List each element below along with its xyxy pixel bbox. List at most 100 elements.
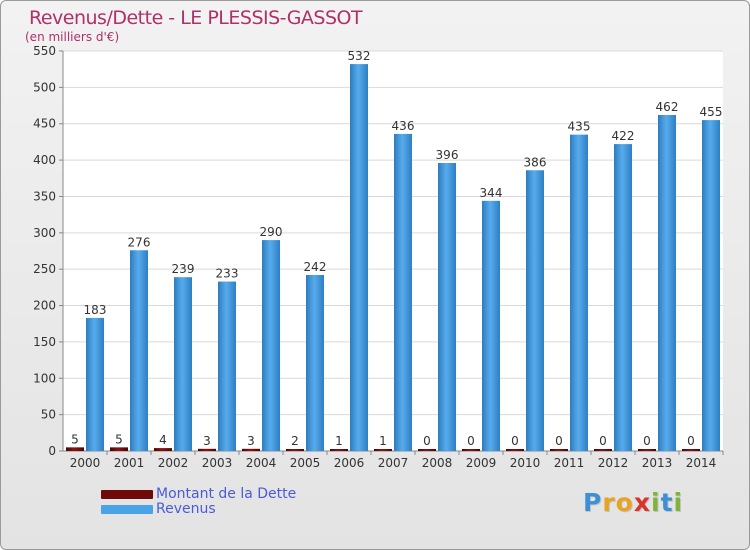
bar-revenus-2012 bbox=[614, 144, 632, 451]
bar-revenus-2005 bbox=[306, 275, 324, 451]
logo-letter: x bbox=[633, 488, 651, 517]
value-label-revenus-2003: 233 bbox=[216, 267, 239, 281]
x-tick-label: 2002 bbox=[158, 456, 189, 470]
value-label-dette-2012: 0 bbox=[599, 434, 607, 448]
x-tick-label: 2007 bbox=[378, 456, 409, 470]
bar-dette-2004 bbox=[242, 448, 260, 451]
x-tick-label: 2000 bbox=[70, 456, 101, 470]
x-tick-label: 2009 bbox=[466, 456, 497, 470]
value-label-revenus-2014: 455 bbox=[700, 105, 723, 119]
plot-area bbox=[63, 51, 723, 451]
value-label-dette-2014: 0 bbox=[687, 434, 695, 448]
x-tick-label: 2008 bbox=[422, 456, 453, 470]
bar-revenus-2008 bbox=[438, 163, 456, 451]
bar-revenus-2013 bbox=[658, 115, 676, 451]
logo-letter: i bbox=[673, 488, 684, 517]
value-label-revenus-2012: 422 bbox=[612, 129, 635, 143]
value-label-dette-2006: 1 bbox=[335, 434, 343, 448]
value-label-revenus-2000: 183 bbox=[84, 303, 107, 317]
bar-dette-2000 bbox=[66, 447, 84, 451]
bar-dette-2003 bbox=[198, 448, 216, 451]
value-label-revenus-2008: 396 bbox=[436, 148, 459, 162]
bar-revenus-2010 bbox=[526, 170, 544, 452]
logo-letter: o bbox=[615, 488, 634, 517]
y-tick-label: 150 bbox=[33, 335, 56, 349]
y-tick-label: 250 bbox=[33, 262, 56, 276]
y-tick-label: 400 bbox=[33, 153, 56, 167]
legend-swatch-revenus bbox=[101, 505, 153, 514]
bar-revenus-2001 bbox=[130, 250, 148, 451]
y-tick-label: 350 bbox=[33, 189, 56, 203]
value-label-revenus-2005: 242 bbox=[304, 260, 327, 274]
x-tick-label: 2006 bbox=[334, 456, 365, 470]
y-tick-label: 100 bbox=[33, 371, 56, 385]
logo-letter: r bbox=[602, 488, 616, 517]
value-label-revenus-2002: 239 bbox=[172, 262, 195, 276]
bar-dette-2006 bbox=[330, 449, 348, 451]
bar-revenus-2003 bbox=[218, 281, 236, 451]
value-label-dette-2002: 4 bbox=[159, 433, 167, 447]
y-tick-label: 300 bbox=[33, 226, 56, 240]
legend-label-revenus: Revenus bbox=[156, 501, 216, 517]
logo-letter: i bbox=[651, 488, 661, 517]
bar-dette-2005 bbox=[286, 449, 304, 451]
bar-dette-2010 bbox=[506, 449, 524, 451]
bar-dette-2011 bbox=[550, 449, 568, 451]
chart-subtitle: (en milliers d'€) bbox=[25, 30, 120, 44]
y-tick-label: 500 bbox=[33, 80, 56, 94]
x-tick-label: 2001 bbox=[114, 456, 145, 470]
value-label-dette-2010: 0 bbox=[511, 434, 519, 448]
value-label-revenus-2009: 344 bbox=[480, 186, 503, 200]
bar-revenus-2014 bbox=[702, 120, 720, 451]
bar-revenus-2011 bbox=[570, 134, 588, 452]
legend-swatch-dette bbox=[101, 490, 153, 499]
chart-title: Revenus/Dette - LE PLESSIS-GASSOT bbox=[29, 7, 363, 29]
y-tick-label: 200 bbox=[33, 299, 56, 313]
y-tick-label: 550 bbox=[33, 44, 56, 58]
value-label-dette-2011: 0 bbox=[555, 434, 563, 448]
value-label-revenus-2011: 435 bbox=[568, 120, 591, 134]
value-label-dette-2008: 0 bbox=[423, 434, 431, 448]
value-label-dette-2007: 1 bbox=[379, 434, 387, 448]
bar-dette-2002 bbox=[154, 448, 172, 451]
bar-revenus-2004 bbox=[262, 240, 280, 451]
x-tick-label: 2011 bbox=[554, 456, 585, 470]
value-label-dette-2013: 0 bbox=[643, 434, 651, 448]
x-tick-label: 2014 bbox=[686, 456, 717, 470]
bar-dette-2012 bbox=[594, 449, 612, 451]
logo-letter: t bbox=[660, 488, 674, 517]
value-label-revenus-2001: 276 bbox=[128, 235, 151, 249]
bar-dette-2008 bbox=[418, 449, 436, 451]
x-tick-label: 2003 bbox=[202, 456, 233, 470]
bar-dette-2013 bbox=[638, 449, 656, 451]
x-tick-label: 2004 bbox=[246, 456, 277, 470]
value-label-dette-2005: 2 bbox=[291, 434, 299, 448]
value-label-revenus-2013: 462 bbox=[656, 100, 679, 114]
x-tick-label: 2010 bbox=[510, 456, 541, 470]
bar-dette-2009 bbox=[462, 449, 480, 451]
bar-dette-2007 bbox=[374, 449, 392, 451]
value-label-revenus-2007: 436 bbox=[392, 119, 415, 133]
bar-revenus-2006 bbox=[350, 64, 368, 451]
value-label-revenus-2004: 290 bbox=[260, 225, 283, 239]
y-tick-label: 50 bbox=[41, 408, 56, 422]
bar-dette-2001 bbox=[110, 447, 128, 451]
x-tick-label: 2012 bbox=[598, 456, 629, 470]
proxiti-logo: Proxiti bbox=[583, 488, 683, 517]
x-tick-label: 2005 bbox=[290, 456, 321, 470]
logo-letter: P bbox=[583, 488, 603, 517]
value-label-dette-2004: 3 bbox=[247, 434, 255, 448]
value-label-dette-2003: 3 bbox=[203, 434, 211, 448]
value-label-dette-2000: 5 bbox=[71, 432, 79, 446]
y-tick-label: 450 bbox=[33, 117, 56, 131]
value-label-revenus-2010: 386 bbox=[524, 155, 547, 169]
value-label-dette-2001: 5 bbox=[115, 432, 123, 446]
value-label-dette-2009: 0 bbox=[467, 434, 475, 448]
bar-revenus-2007 bbox=[394, 133, 412, 451]
value-label-revenus-2006: 532 bbox=[348, 49, 371, 63]
bar-revenus-2002 bbox=[174, 277, 192, 451]
y-tick-label: 0 bbox=[48, 444, 56, 458]
legend-label-dette: Montant de la Dette bbox=[156, 486, 297, 502]
